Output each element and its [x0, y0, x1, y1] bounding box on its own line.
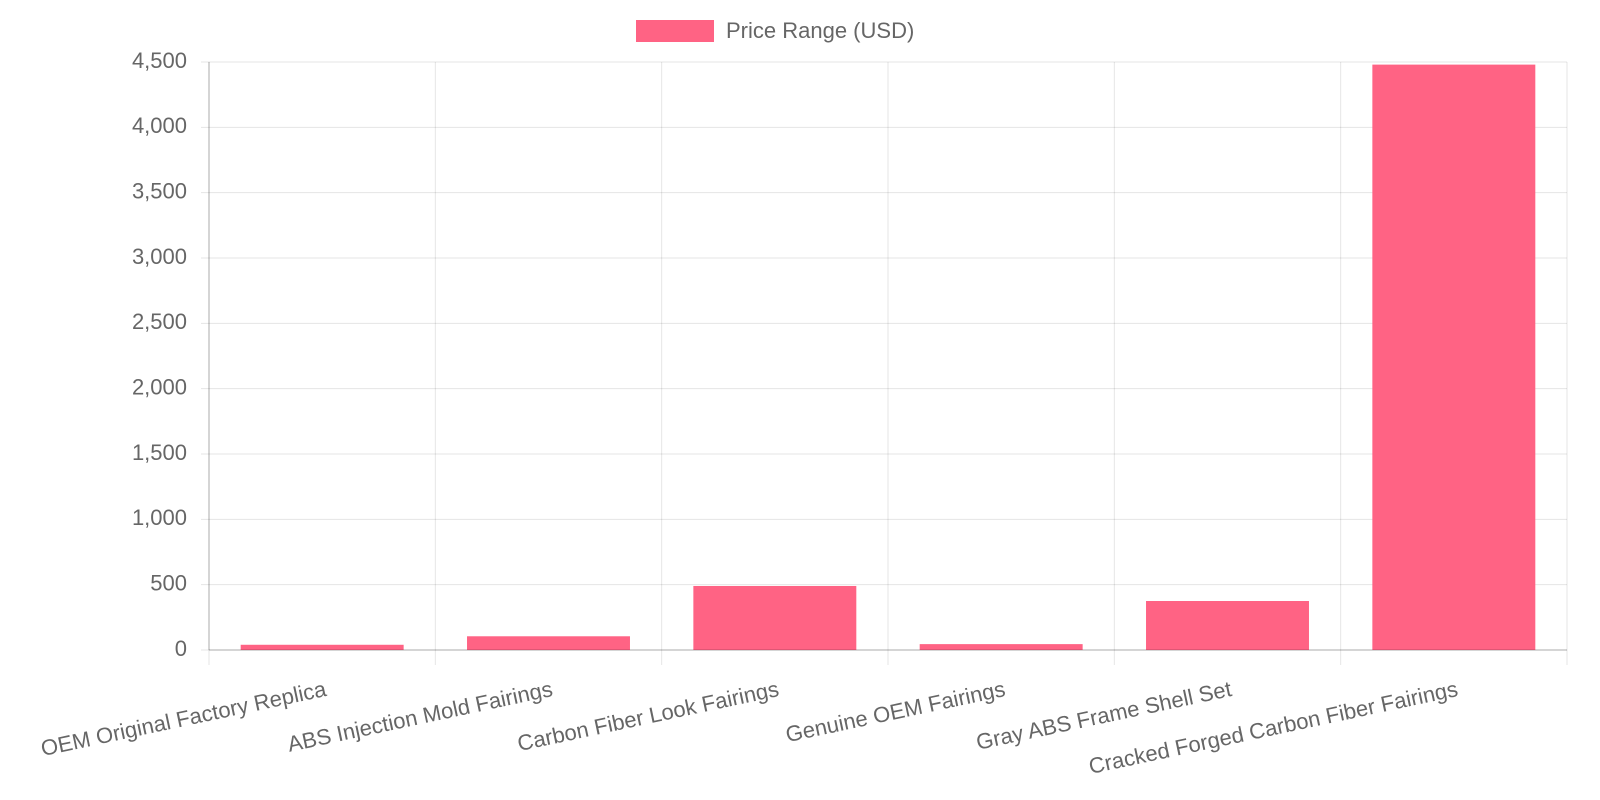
- bar: [467, 636, 630, 650]
- y-tick-label: 1,500: [132, 440, 187, 465]
- y-tick-label: 3,500: [132, 178, 187, 203]
- bar: [693, 585, 857, 650]
- y-tick-label: 3,000: [132, 244, 187, 269]
- x-tick-label: Carbon Fiber Look Fairings: [515, 676, 781, 756]
- y-tick-label: 500: [150, 570, 187, 595]
- bar: [240, 644, 404, 650]
- y-tick-label: 2,500: [132, 309, 187, 334]
- bar: [919, 644, 1083, 650]
- y-tick-label: 4,000: [132, 113, 187, 138]
- x-tick-label: OEM Original Factory Replica: [39, 676, 330, 761]
- legend-label: Price Range (USD): [726, 18, 914, 43]
- y-tick-label: 1,000: [132, 505, 187, 530]
- legend-swatch: [636, 20, 714, 42]
- x-tick-label: Cracked Forged Carbon Fiber Fairings: [1087, 676, 1461, 779]
- y-tick-label: 4,500: [132, 48, 187, 73]
- y-tick-label: 0: [175, 636, 187, 661]
- y-tick-label: 2,000: [132, 374, 187, 399]
- bar: [1146, 601, 1309, 650]
- bar: [1372, 64, 1536, 650]
- x-tick-label: Genuine OEM Fairings: [783, 676, 1007, 747]
